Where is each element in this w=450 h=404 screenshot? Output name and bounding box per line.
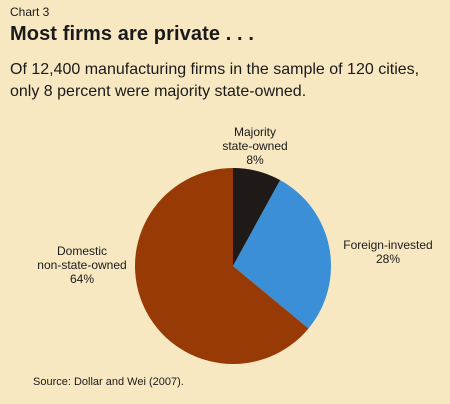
slice-label-state-owned-line1: Majority bbox=[233, 125, 276, 139]
slice-label-foreign-invested-value: 28% bbox=[375, 252, 401, 266]
pie-slice-state-owned bbox=[233, 168, 281, 266]
slice-label-foreign-invested: Foreign-invested 28% bbox=[336, 238, 440, 266]
chart-number-label: Chart 3 bbox=[10, 5, 50, 19]
pie-slice-domestic bbox=[135, 168, 309, 364]
slice-label-state-owned-line2: state-owned bbox=[222, 139, 288, 153]
slice-label-domestic-line2: non-state-owned bbox=[37, 258, 127, 272]
slice-label-state-owned-value: 8% bbox=[246, 153, 264, 167]
chart-title: Most firms are private . . . bbox=[10, 23, 254, 45]
slice-label-state-owned: Majority state-owned 8% bbox=[212, 125, 298, 167]
slice-label-foreign-invested-line1: Foreign-invested bbox=[343, 238, 433, 252]
slice-label-domestic-value: 64% bbox=[69, 272, 95, 286]
slice-label-domestic: Domestic non-state-owned 64% bbox=[30, 244, 134, 286]
slice-label-domestic-line1: Domestic bbox=[56, 244, 107, 258]
pie-slice-foreign-invested bbox=[233, 180, 332, 329]
chart-subtitle: Of 12,400 manufacturing firms in the sam… bbox=[10, 61, 420, 100]
source-note: Source: Dollar and Wei (2007). bbox=[33, 376, 184, 388]
